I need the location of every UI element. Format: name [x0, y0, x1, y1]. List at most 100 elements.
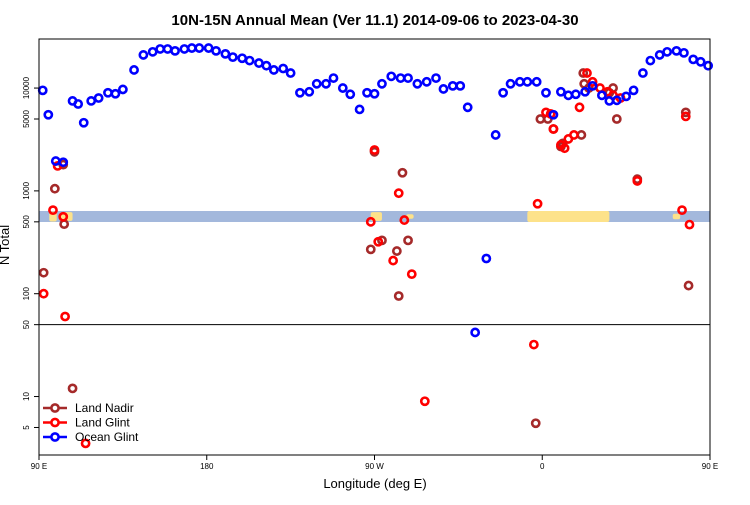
land-glint-point	[528, 339, 539, 350]
ocean-glint-point	[431, 73, 441, 83]
ocean-glint-point	[587, 80, 598, 91]
legend-marker-ocean-glint	[50, 432, 60, 442]
ocean-glint-point	[531, 76, 542, 87]
ocean-glint-point	[354, 104, 365, 115]
ocean-glint-point	[621, 91, 632, 102]
ocean-glint-point	[628, 85, 639, 96]
ocean-glint-point	[611, 95, 622, 106]
ocean-glint-point	[110, 88, 121, 99]
x-tick-label: 90 E	[31, 462, 47, 471]
land-nadir-point	[530, 418, 541, 429]
ocean-glint-point	[403, 73, 413, 83]
land-glint-point	[569, 130, 579, 140]
y-tick-label: 50	[22, 320, 31, 329]
ocean-glint-point	[170, 45, 180, 56]
x-tick-label: 180	[200, 462, 214, 471]
ocean-glint-point	[268, 65, 279, 75]
ocean-glint-point	[386, 71, 397, 82]
land-glint-point	[399, 215, 410, 225]
land-glint-point	[80, 438, 91, 449]
x-tick-label: 0	[540, 462, 545, 471]
land-glint-point	[406, 269, 417, 280]
x-tick-label: 90 E	[702, 462, 718, 471]
land-nadir-point	[680, 107, 691, 118]
x-axis-label: Longitude (deg E)	[323, 476, 426, 491]
ocean-glint-point	[227, 52, 238, 63]
y-tick-label: 5000	[22, 110, 31, 128]
ocean-glint-point	[73, 99, 84, 109]
ocean-glint-point	[295, 87, 305, 98]
ocean-glint-point	[470, 327, 481, 338]
ocean-glint-point	[438, 84, 449, 94]
ocean-glint-point	[321, 78, 331, 89]
legend-label-land-nadir: Land Nadir	[75, 401, 134, 415]
ocean-glint-point	[703, 60, 714, 71]
legend-label-land-glint: Land Glint	[75, 416, 130, 430]
ocean-glint-point	[377, 78, 387, 89]
y-tick-label: 10	[22, 392, 31, 401]
land-nadir-point	[397, 167, 408, 178]
land-glint-point	[393, 188, 404, 199]
ocean-glint-point	[93, 93, 104, 103]
land-glint-point	[574, 102, 585, 113]
land-glint-point	[58, 211, 69, 222]
data-points	[37, 43, 714, 449]
ocean-glint-point	[194, 43, 205, 53]
land-nadir-point	[67, 383, 78, 394]
ocean-glint-point	[304, 86, 315, 97]
ocean-glint-point	[244, 55, 255, 66]
ocean-glint-point	[345, 89, 356, 100]
land-glint-point	[38, 288, 49, 299]
legend-marker-land-glint	[50, 417, 60, 428]
ocean-glint-point	[580, 86, 591, 97]
land-glint-point	[680, 111, 691, 122]
y-tick-label: 1000	[22, 181, 31, 199]
ocean-glint-point	[645, 55, 656, 66]
x-tick-label: 90 W	[365, 462, 384, 471]
x-axis: 90 E 180 90 W 0 90 E	[31, 455, 718, 471]
ocean-glint-point	[462, 102, 473, 113]
land-glint-point	[582, 68, 592, 78]
ocean-glint-point	[261, 60, 272, 71]
ocean-glint-point	[117, 84, 128, 95]
ocean-glint-point	[337, 83, 348, 93]
land-nadir-point	[578, 68, 589, 78]
land-glint-point	[419, 396, 430, 407]
ocean-glint-point	[43, 109, 54, 120]
land-band	[672, 213, 681, 220]
y-tick-label: 100	[22, 286, 31, 300]
ocean-glint-point	[498, 87, 509, 98]
land-glint-point	[388, 255, 399, 266]
ocean-glint-point	[211, 45, 221, 56]
ocean-glint-point	[490, 130, 501, 140]
ocean-glint-point	[662, 46, 673, 57]
ocean-glint-point	[455, 80, 466, 91]
land-nadir-point	[49, 183, 60, 194]
y-tick-label: 10000	[22, 76, 31, 99]
ocean-glint-point	[555, 86, 566, 97]
ocean-glint-point	[220, 48, 231, 59]
ocean-glint-point	[58, 157, 69, 168]
land-glint-point	[60, 311, 70, 322]
land-glint-point	[632, 176, 643, 186]
y-tick-label: 5	[22, 425, 31, 430]
ocean-glint-point	[285, 68, 296, 78]
land-glint-point	[684, 219, 695, 230]
land-nadir-point	[391, 246, 402, 256]
y-tick-label: 500	[22, 215, 31, 229]
chart-title: 10N-15N Annual Mean (Ver 11.1) 2014-09-0…	[171, 12, 578, 29]
ocean-glint-point	[505, 78, 516, 89]
ocean-glint-point	[138, 50, 149, 60]
ocean-glint-point	[412, 78, 423, 89]
land-nadir-point	[365, 244, 376, 255]
land-glint-point	[369, 145, 380, 155]
land-glint-point	[373, 236, 384, 247]
ocean-glint-point	[654, 50, 665, 60]
ocean-glint-point	[278, 63, 289, 74]
land-nadir-point	[683, 280, 694, 291]
legend-marker-land-nadir	[50, 403, 60, 413]
land-nadir-point	[38, 267, 49, 278]
ocean-glint-point	[548, 109, 559, 120]
ocean-glint-point	[369, 88, 380, 99]
